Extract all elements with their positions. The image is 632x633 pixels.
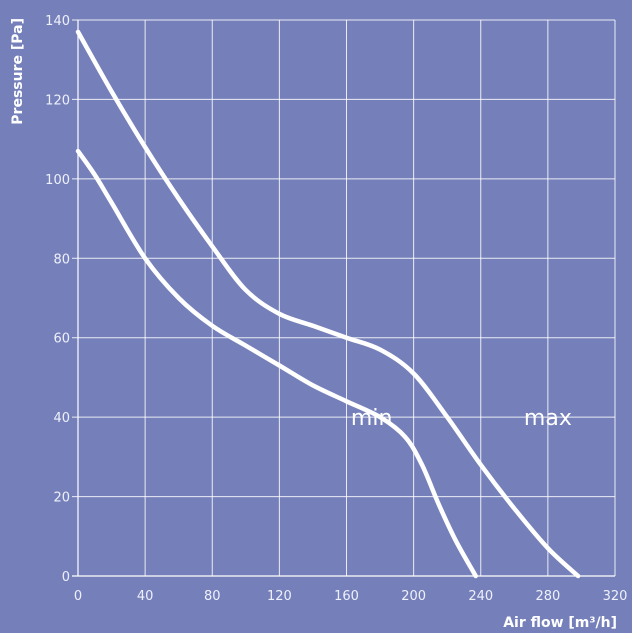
y-tick-label: 120 [45,93,70,108]
y-tick-label: 0 [62,570,70,585]
x-tick-label: 240 [468,589,493,604]
x-tick-label: 320 [603,589,628,604]
axes [72,20,615,577]
x-tick-label: 40 [137,589,154,604]
x-tick-label: 160 [334,589,359,604]
series-lines [75,29,581,579]
x-tick-label: 200 [401,589,426,604]
x-axis-title: Air flow [m³/h] [503,615,617,631]
series-label-max: max [524,406,572,431]
y-tick-label: 20 [53,491,70,506]
y-tick-label: 140 [45,14,70,29]
y-tick-label: 40 [53,411,70,426]
y-tick-label: 80 [53,252,70,267]
y-tick-label: 100 [45,173,70,188]
x-tick-label: 80 [204,589,221,604]
x-tick-label: 280 [535,589,560,604]
series-line-min [75,148,478,579]
x-tick-label: 0 [74,589,82,604]
grid [72,19,616,577]
labels: 0 40 80 120 160 200 240 280 320 0 20 40 60 80 100 120 14… [45,14,627,604]
x-tick-label: 120 [267,589,292,604]
series-label-min: min [351,406,393,431]
y-tick-label: 60 [53,332,70,347]
series-line-max [75,29,581,579]
y-axis-title: Pressure [Pa] [10,18,26,125]
